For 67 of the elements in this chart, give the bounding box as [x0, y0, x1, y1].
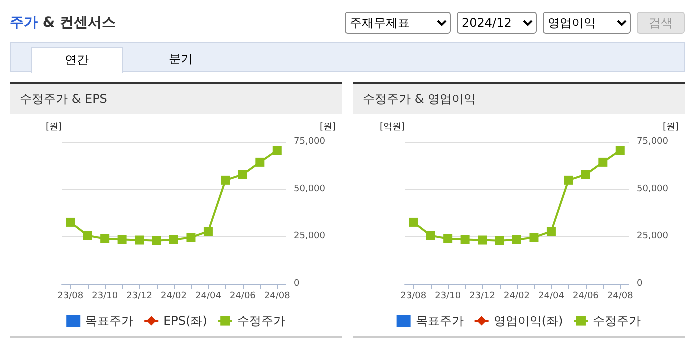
chart-title: 수정주가 & 영업이익: [353, 82, 685, 114]
x-tick-label: 24/02: [504, 292, 530, 302]
text: 검색: [637, 12, 685, 34]
y2-tick-label: 75,000: [294, 137, 326, 147]
y2-tick-label: 25,000: [294, 232, 326, 242]
point: [581, 170, 590, 180]
legend-label: 수정주가: [593, 314, 642, 328]
point: [204, 227, 213, 236]
y2-tick-label: 50,000: [294, 184, 326, 194]
point: [221, 176, 230, 185]
x-tick-label: 24/06: [230, 292, 256, 302]
x-tick-label: 23/12: [126, 292, 153, 302]
x-tick-label: 24/04: [538, 292, 565, 302]
chart-title: 수정주가 & EPS: [10, 82, 342, 114]
x-tick-label: 23/08: [58, 292, 84, 302]
point: [83, 231, 92, 240]
point: [478, 236, 488, 245]
point: [616, 146, 625, 156]
text: 연간: [31, 47, 123, 73]
point: [152, 236, 162, 246]
point: [598, 158, 608, 167]
y-axis-title: [억원]: [380, 122, 405, 132]
y2-tick-label: 25,000: [637, 232, 669, 242]
point: [256, 158, 265, 167]
point: [118, 235, 127, 244]
x-tick-label: 23/08: [400, 292, 427, 302]
point: [512, 235, 522, 244]
text: 주재무제표: [345, 12, 451, 34]
point: [100, 234, 110, 244]
point: [564, 176, 574, 185]
y2-axis-title: [원]: [320, 122, 336, 132]
y2-axis-title: [원]: [663, 122, 680, 132]
point: [135, 236, 144, 245]
y2-tick-label: 0: [637, 279, 643, 289]
point: [546, 227, 556, 236]
x-tick-label: 23/10: [435, 292, 462, 302]
legend-label: EPS(좌): [164, 314, 208, 328]
point: [409, 218, 418, 227]
x-tick-label: 24/06: [572, 292, 600, 302]
y2-tick-label: 50,000: [637, 184, 669, 194]
point: [238, 170, 248, 180]
text: 2024/12: [457, 12, 537, 34]
legend-label: 영업이익(좌): [494, 314, 564, 328]
y-axis-title: [원]: [46, 122, 62, 132]
point: [272, 146, 282, 156]
point: [426, 231, 436, 240]
point: [530, 233, 539, 242]
text: 분기: [168, 51, 194, 68]
x-tick-label: 24/02: [161, 292, 187, 302]
x-tick-label: 24/04: [195, 292, 222, 302]
legend-label: 목표주가: [86, 314, 134, 328]
x-tick-label: 24/08: [264, 292, 291, 302]
point: [66, 218, 76, 227]
point: [495, 236, 504, 246]
text: 주가 & 컨센서스: [10, 14, 117, 32]
y2-tick-label: 0: [294, 279, 300, 289]
x-tick-label: 23/12: [470, 292, 496, 302]
point: [170, 235, 178, 244]
legend-label: 목표주가: [416, 314, 464, 328]
y2-tick-label: 75,000: [637, 137, 669, 147]
x-tick-label: 23/10: [92, 292, 118, 302]
x-tick-label: 24/08: [607, 292, 634, 302]
point: [444, 234, 453, 244]
point: [186, 233, 196, 242]
legend-label: 수정주가: [237, 314, 286, 328]
point: [460, 235, 470, 244]
text: 영업이익: [543, 12, 631, 34]
